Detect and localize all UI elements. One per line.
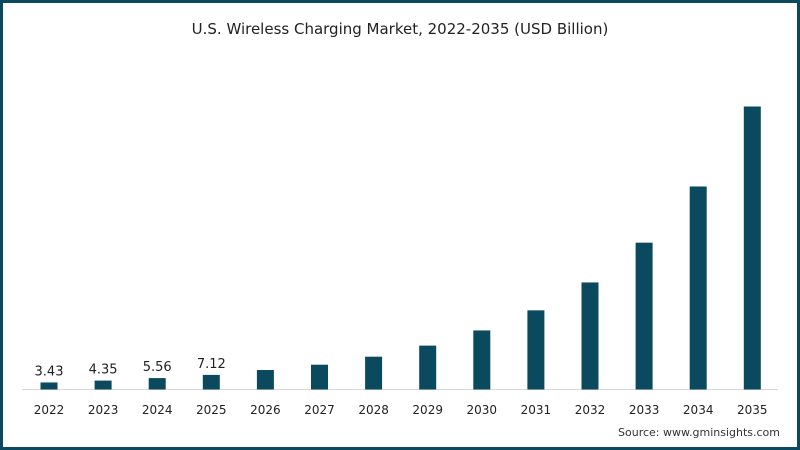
- x-tick-label: 2031: [521, 403, 552, 417]
- bar-2029: [419, 345, 437, 390]
- x-tick-label: 2034: [683, 403, 714, 417]
- x-tick-label: 2027: [304, 403, 335, 417]
- data-label: 4.35: [89, 363, 118, 378]
- bar-2033: [635, 242, 653, 390]
- bar-2028: [365, 356, 383, 390]
- x-tick-label: 2028: [358, 403, 389, 417]
- chart-title: U.S. Wireless Charging Market, 2022-2035…: [191, 20, 609, 38]
- x-tick-label: 2035: [737, 403, 768, 417]
- x-tick-label: 2032: [575, 403, 606, 417]
- data-label: 7.12: [197, 357, 226, 372]
- bar-2030: [473, 330, 491, 390]
- bar-2022: [40, 382, 58, 390]
- bar-2035: [743, 106, 761, 390]
- x-tick-label: 2033: [629, 403, 660, 417]
- bar-2034: [689, 186, 707, 390]
- bar-2023: [94, 380, 112, 390]
- x-tick-label: 2025: [196, 403, 227, 417]
- bar-2031: [527, 310, 545, 390]
- x-tick-label: 2030: [467, 403, 498, 417]
- x-tick-label: 2024: [142, 403, 173, 417]
- bar-2032: [581, 282, 599, 390]
- x-tick-label: 2029: [412, 403, 443, 417]
- source-note: Source: www.gminsights.com: [618, 426, 780, 439]
- x-tick-label: 2022: [34, 403, 65, 417]
- data-label: 5.56: [143, 360, 172, 375]
- bar-2025: [202, 374, 220, 390]
- bar-2026: [256, 370, 274, 390]
- bar-2024: [148, 378, 166, 390]
- x-tick-label: 2023: [88, 403, 119, 417]
- bar-2027: [311, 364, 328, 390]
- data-label: 3.43: [35, 364, 64, 379]
- x-tick-label: 2026: [250, 403, 281, 417]
